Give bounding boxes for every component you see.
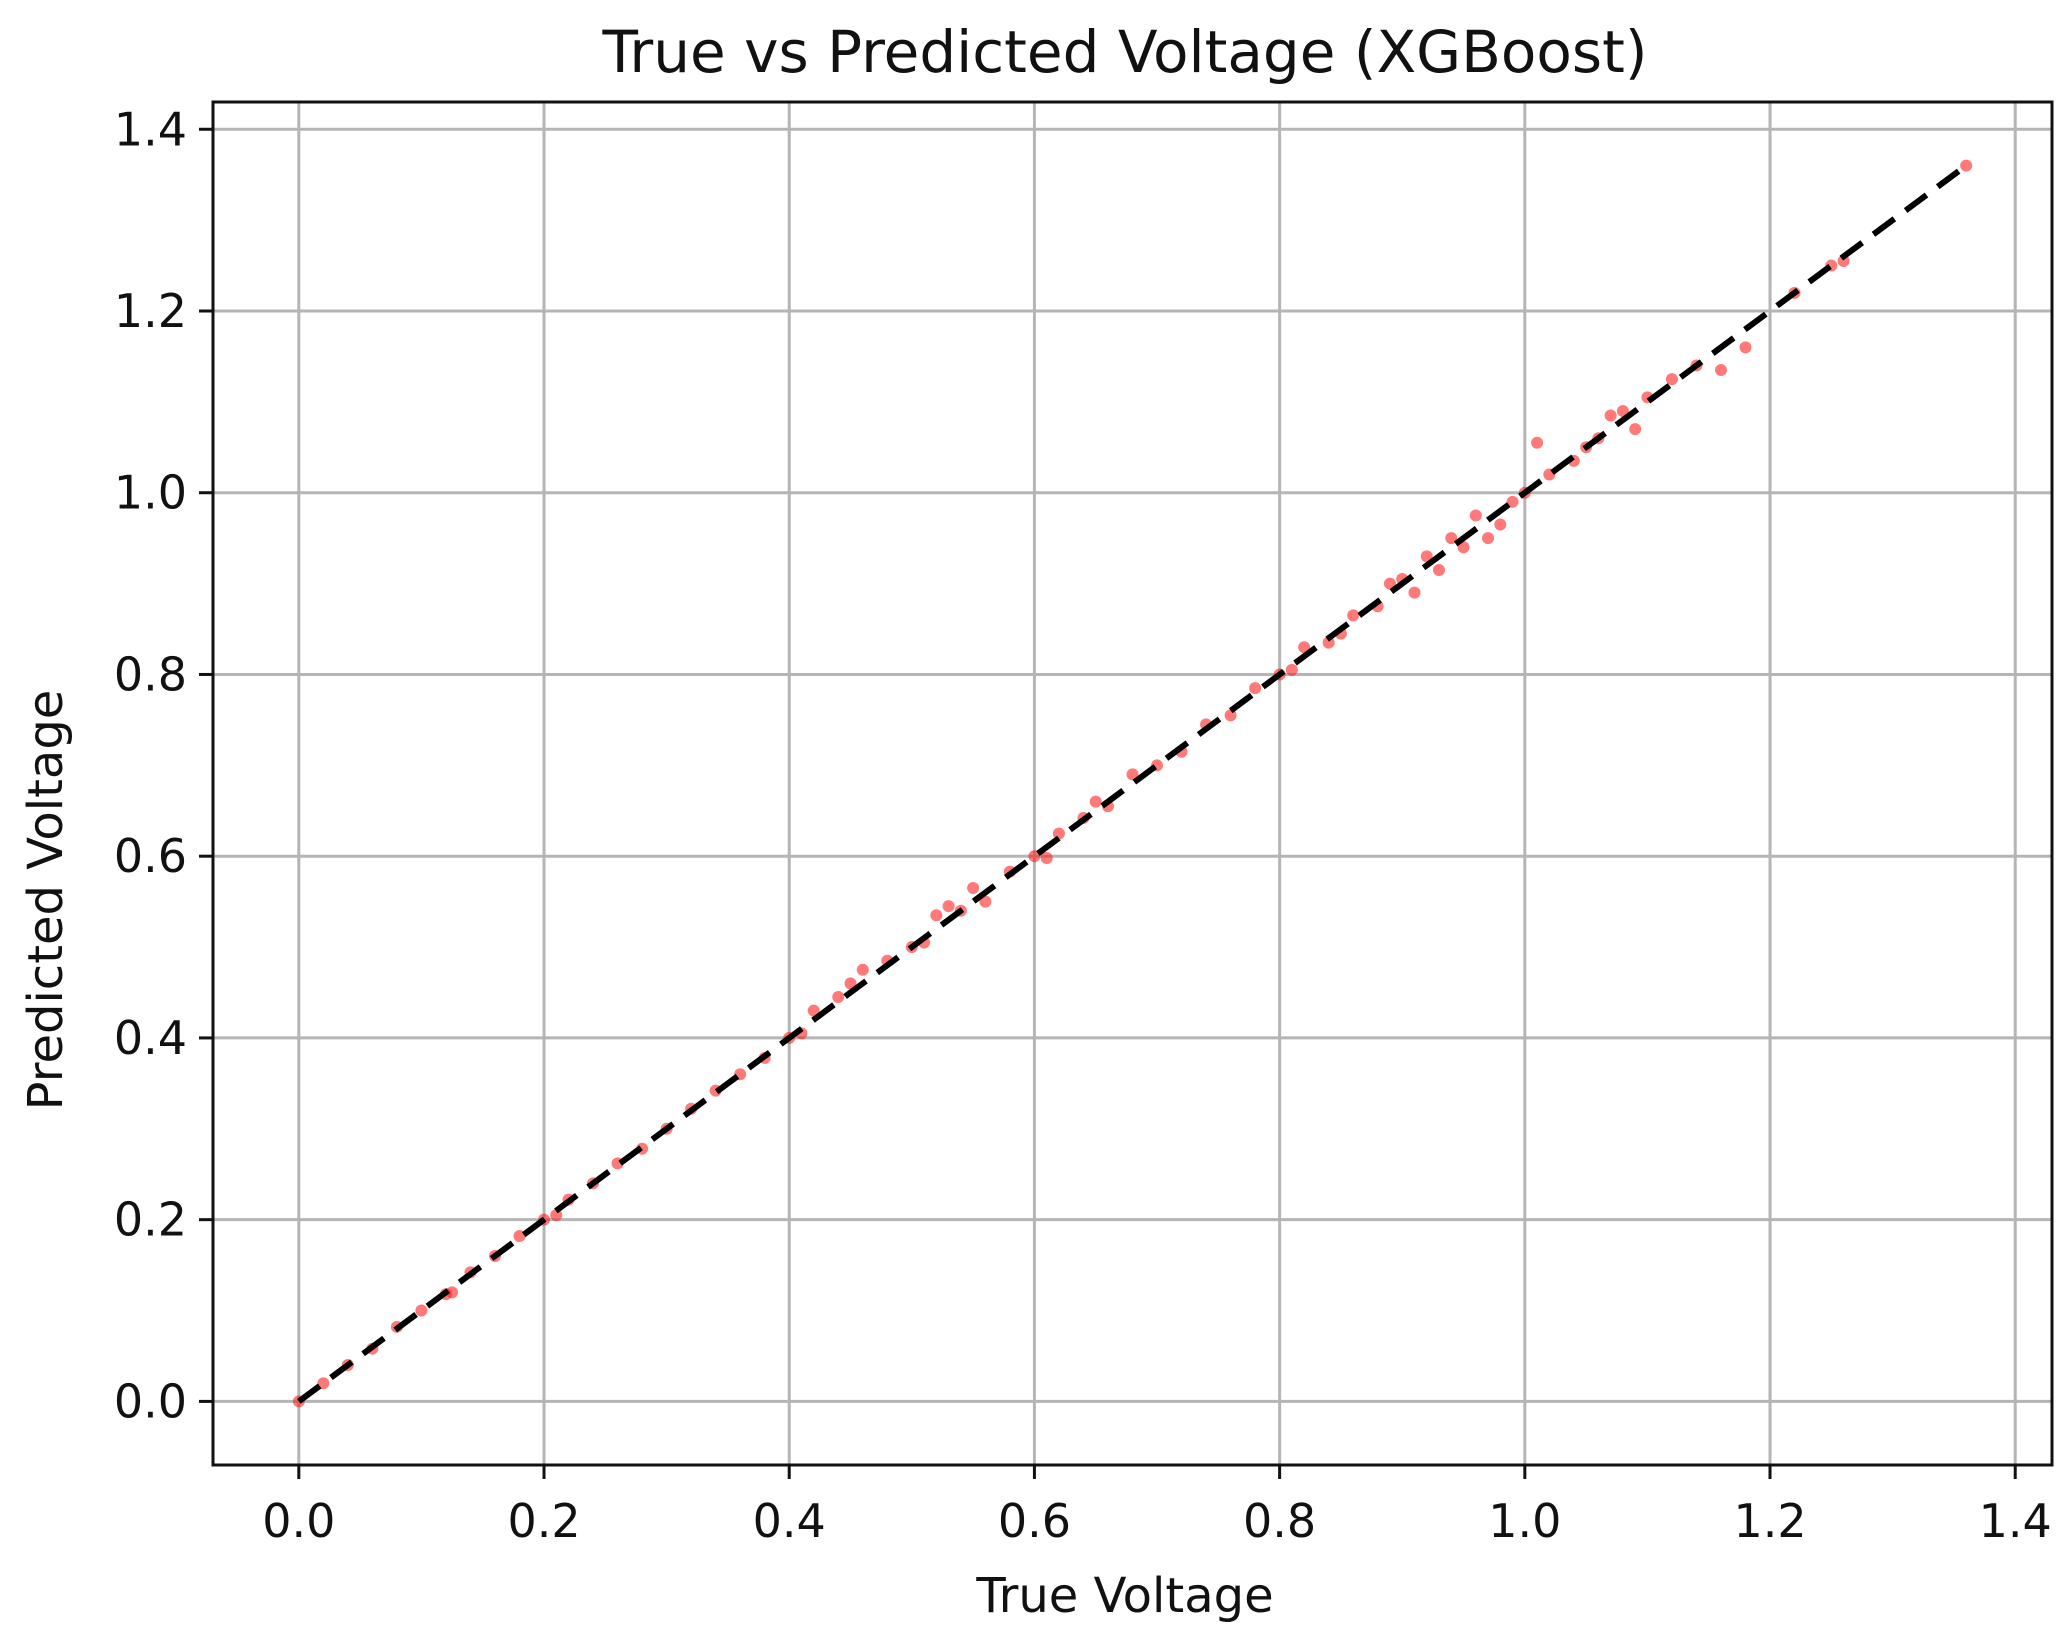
plot-frame (211, 100, 2054, 1467)
scatter-point (1457, 541, 1470, 554)
scatter-point (807, 1004, 820, 1017)
scatter-point (1494, 518, 1507, 531)
y-axis-label: Predicted Voltage (18, 690, 74, 1111)
reference-line-group (297, 163, 1968, 1404)
scatter-point (1714, 364, 1727, 377)
scatter-point (1604, 409, 1617, 422)
y-tick-label: 0.4 (114, 1011, 187, 1065)
y-tick-label: 0.0 (114, 1374, 187, 1428)
scatter-point (979, 895, 992, 908)
scatter-point (1408, 586, 1421, 599)
scatter-point (1028, 850, 1041, 863)
y-tick-label: 0.6 (114, 829, 187, 883)
x-axis-label: True Voltage (975, 1568, 1273, 1624)
scatter-point (1616, 404, 1629, 417)
x-tick-label: 1.0 (1488, 1494, 1561, 1548)
x-tick-label: 0.4 (753, 1494, 826, 1548)
scatter-point (967, 881, 980, 894)
x-tick-label: 0.2 (507, 1494, 580, 1548)
scatter-point (1040, 852, 1053, 865)
scatter-point (1285, 663, 1298, 676)
scatter-point (856, 963, 869, 976)
scatter-point (1482, 532, 1495, 545)
scatter-point (513, 1230, 526, 1243)
scatter-point (1665, 373, 1678, 386)
scatter-point (1739, 341, 1752, 354)
scatter-point (1960, 159, 1973, 172)
reference-line (297, 163, 1968, 1404)
scatter-point (1433, 563, 1445, 576)
scatter-point (1420, 550, 1433, 563)
scatter-point (1629, 423, 1642, 436)
scatter-point (550, 1209, 563, 1222)
scatter-point (446, 1286, 459, 1299)
x-tick-label: 0.0 (262, 1494, 335, 1548)
scatter-point (1322, 636, 1335, 649)
grid-lines (213, 102, 2052, 1465)
scatter-point (930, 909, 943, 922)
scatter-point (1089, 795, 1102, 808)
x-tick-label: 1.4 (1979, 1494, 2052, 1548)
scatter-point (1126, 768, 1139, 781)
y-tick-label: 0.8 (114, 647, 187, 701)
scatter-point (1445, 532, 1458, 545)
y-tick-label: 1.0 (114, 466, 187, 520)
scatter-point (1383, 577, 1396, 590)
y-tick-label: 1.2 (114, 284, 187, 338)
scatter-point (832, 991, 845, 1004)
axis-ticks: 0.0 0.2 0.4 0.6 0.8 1.0 1.2 1.4 0.0 0.2 0.4 0.6 0.8 1… (114, 102, 2052, 1548)
scatter-point (1347, 609, 1360, 622)
x-tick-label: 1.2 (1733, 1494, 1806, 1548)
x-tick-label: 0.8 (1243, 1494, 1316, 1548)
scatter-point (1506, 495, 1519, 508)
scatter-point (1224, 709, 1237, 722)
scatter-point (1469, 509, 1482, 522)
scatter-point (844, 977, 857, 990)
scatter-point (1837, 255, 1850, 268)
scatter-point (415, 1304, 428, 1317)
scatter-point (1531, 436, 1544, 449)
scatter-point (1298, 641, 1311, 654)
y-tick-label: 0.2 (114, 1193, 187, 1247)
x-tick-label: 0.6 (998, 1494, 1071, 1548)
scatter-point (317, 1377, 330, 1390)
scatter-point (1249, 682, 1262, 695)
scatter-point (1052, 827, 1065, 840)
y-tick-label: 1.4 (114, 102, 187, 156)
chart-title: True vs Predicted Voltage (XGBoost) (602, 18, 1648, 86)
scatter-point (942, 900, 955, 913)
